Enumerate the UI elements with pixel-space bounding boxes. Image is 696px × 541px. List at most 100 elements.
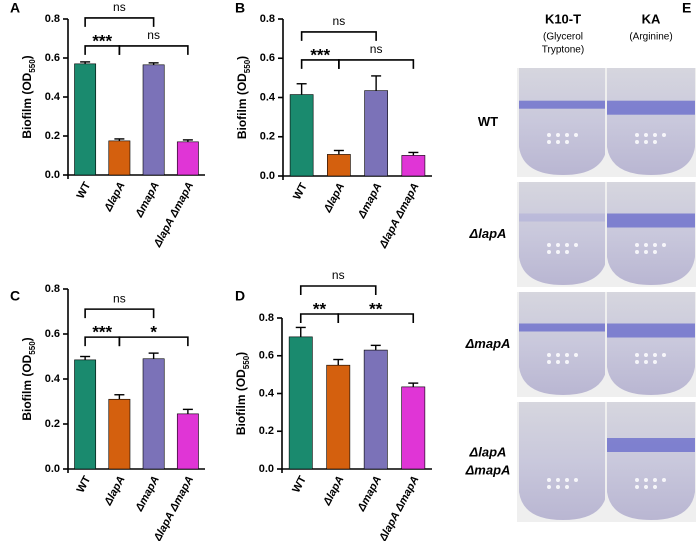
- bracket-line: [338, 59, 415, 69]
- y-tick-label: 0.0: [45, 169, 60, 181]
- bracket-line: [84, 308, 155, 319]
- error-bar: [370, 344, 381, 351]
- x-tick-label: WT: [75, 180, 94, 201]
- y-axis-label-part: Biofilm (OD: [235, 73, 249, 139]
- reflection: [547, 353, 551, 357]
- bar: [289, 94, 314, 177]
- reflection: [662, 243, 666, 247]
- reflection: [556, 478, 560, 482]
- reflection: [556, 353, 560, 357]
- reflection: [653, 250, 657, 254]
- reflection: [547, 360, 551, 364]
- reflection: [653, 478, 657, 482]
- bracket-line: [300, 31, 377, 41]
- bar: [142, 358, 165, 470]
- y-axis-label-part: ): [234, 352, 248, 356]
- bar: [108, 398, 131, 470]
- error-bar: [114, 138, 125, 141]
- reflection: [653, 140, 657, 144]
- error-bar: [408, 382, 419, 387]
- reflection: [565, 250, 569, 254]
- column-note: (Glycerol: [543, 32, 583, 43]
- reflection: [644, 353, 648, 357]
- bracket-line: [299, 285, 377, 295]
- significance-label: **: [313, 299, 327, 318]
- panel-letter: D: [235, 288, 245, 304]
- column-note: (Arginine): [629, 32, 672, 43]
- y-axis-label-subscript: 550: [28, 59, 37, 73]
- reflection: [644, 243, 648, 247]
- y-tick-label: 0.2: [45, 130, 60, 142]
- biofilm-ring: [607, 323, 695, 338]
- x-tick-label: ΔmapA: [355, 181, 384, 221]
- y-tick-label: 0.8: [260, 13, 275, 25]
- error-bar: [148, 352, 159, 359]
- column-note: Tryptone): [542, 45, 584, 56]
- biofilm-ring: [519, 100, 607, 109]
- reflection: [635, 353, 639, 357]
- y-tick-label: 0.8: [259, 312, 274, 324]
- biofilm-ring: [607, 100, 695, 115]
- reflection: [565, 243, 569, 247]
- y-axis-label: Biofilm (OD550): [235, 56, 251, 139]
- x-tick-label: WT: [291, 181, 310, 202]
- significance-label: ns: [333, 14, 346, 28]
- error-bar: [148, 62, 159, 65]
- y-axis-label-subscript: 550: [243, 59, 252, 73]
- significance-label: ns: [113, 0, 126, 14]
- y-tick-label: 0.0: [259, 463, 274, 475]
- y-axis-label: Biofilm (OD550): [234, 352, 250, 435]
- reflection: [662, 353, 666, 357]
- reflection: [653, 243, 657, 247]
- y-tick-label: 0.6: [45, 328, 60, 340]
- row-label: ΔlapA: [469, 444, 507, 459]
- reflection: [644, 250, 648, 254]
- reflection: [565, 478, 569, 482]
- reflection: [574, 478, 578, 482]
- row-label: ΔlapA: [469, 226, 507, 241]
- y-axis-label-subscript: 550: [28, 341, 37, 355]
- reflection: [635, 243, 639, 247]
- significance-bracket: [299, 285, 377, 295]
- reflection: [662, 133, 666, 137]
- tube: [607, 402, 695, 520]
- significance-label: **: [369, 299, 383, 318]
- reflection: [635, 485, 639, 489]
- bracket-line: [84, 17, 155, 27]
- reflection: [635, 250, 639, 254]
- reflection: [565, 133, 569, 137]
- x-tick-label: ΔlapA: [102, 180, 128, 214]
- error-bar: [296, 83, 307, 95]
- y-tick-label: 0.4: [45, 373, 61, 385]
- significance-bracket: [118, 336, 189, 347]
- y-axis-label-part: ): [235, 56, 249, 60]
- y-axis-label-subscript: 550: [242, 355, 251, 369]
- y-tick-label: 0.2: [259, 425, 274, 437]
- reflection: [662, 478, 666, 482]
- tube-photo: [605, 182, 696, 287]
- error-bar: [114, 394, 125, 400]
- reflection: [653, 353, 657, 357]
- bracket-line: [337, 313, 415, 323]
- significance-label: ***: [92, 31, 112, 50]
- x-tick-label: ΔmapA: [355, 474, 384, 514]
- panel-letter: E: [682, 0, 691, 16]
- bar: [363, 349, 388, 470]
- row-label: WT: [478, 114, 498, 129]
- reflection: [556, 243, 560, 247]
- tube: [519, 68, 607, 175]
- y-tick-label: 0.8: [45, 283, 60, 295]
- reflection: [644, 478, 648, 482]
- tube-photo: [605, 292, 696, 397]
- bar: [327, 154, 351, 177]
- y-tick-label: 0.6: [259, 350, 274, 362]
- reflection: [653, 133, 657, 137]
- tube: [519, 292, 607, 395]
- row-label: ΔmapA: [465, 336, 511, 351]
- reflection: [635, 133, 639, 137]
- bar: [401, 155, 426, 177]
- error-bar: [333, 149, 344, 155]
- reflection: [635, 478, 639, 482]
- reflection: [644, 133, 648, 137]
- tube-photo: [517, 182, 609, 287]
